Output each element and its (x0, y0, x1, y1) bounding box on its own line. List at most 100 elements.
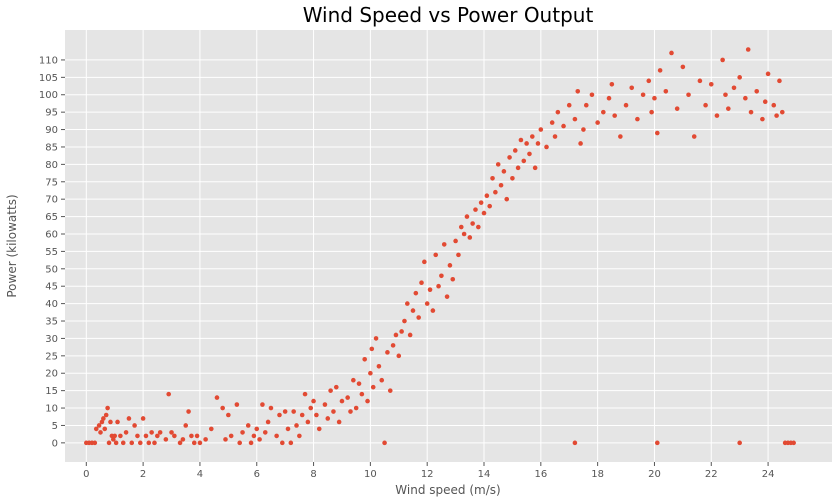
x-tick-label: 4 (197, 469, 203, 480)
point (228, 433, 234, 439)
point (657, 68, 663, 73)
point (555, 109, 561, 115)
y-tick-label: 15 (45, 386, 58, 397)
point (103, 412, 109, 418)
point (105, 405, 110, 411)
point (146, 440, 152, 446)
point (524, 141, 529, 146)
point (396, 353, 402, 359)
point (430, 308, 436, 313)
point (612, 113, 617, 118)
point (314, 412, 319, 418)
point (322, 402, 328, 407)
y-tick-label: 85 (45, 142, 58, 153)
point (779, 109, 785, 115)
point (618, 134, 623, 139)
point (737, 440, 742, 446)
point (365, 398, 370, 404)
point (504, 196, 510, 202)
point (370, 384, 376, 390)
point (629, 85, 635, 91)
point (297, 433, 302, 439)
point (441, 242, 447, 247)
point (390, 343, 396, 348)
point (362, 357, 367, 362)
x-tick-label: 0 (83, 469, 89, 480)
point (282, 409, 288, 414)
point (635, 116, 640, 122)
point (260, 402, 265, 407)
x-tick-label: 10 (364, 469, 377, 480)
point (552, 134, 558, 139)
point (106, 440, 112, 446)
point (120, 440, 126, 446)
point (101, 416, 106, 421)
point (382, 440, 387, 446)
point (481, 210, 487, 216)
point (723, 92, 728, 98)
point (791, 440, 796, 446)
point (407, 332, 413, 338)
y-tick-label: 5 (52, 421, 58, 432)
point (743, 95, 748, 101)
point (183, 423, 189, 428)
point (308, 405, 314, 411)
point (208, 426, 214, 432)
point (762, 99, 768, 105)
point (379, 377, 385, 383)
point (291, 409, 296, 414)
point (498, 182, 504, 188)
point (473, 207, 478, 212)
point (490, 175, 495, 181)
point (413, 290, 419, 296)
point (771, 102, 777, 108)
point (470, 221, 475, 226)
point (99, 419, 105, 425)
point (518, 137, 524, 143)
point (493, 189, 498, 195)
point (197, 440, 203, 446)
point (108, 419, 113, 425)
y-tick-label: 105 (39, 73, 58, 84)
y-tick-label: 20 (45, 369, 58, 380)
point (316, 426, 322, 432)
point (697, 78, 703, 84)
point (356, 381, 362, 386)
y-tick-label: 45 (45, 282, 58, 293)
chart-title: Wind Speed vs Power Output (303, 3, 594, 27)
point (186, 409, 191, 414)
point (581, 127, 586, 132)
point (726, 106, 731, 111)
point (294, 423, 299, 428)
point (254, 426, 260, 432)
point (416, 315, 421, 320)
point (129, 440, 135, 446)
point (433, 252, 439, 258)
point (583, 102, 589, 108)
point (115, 419, 120, 425)
point (419, 280, 424, 286)
point (102, 426, 108, 432)
point (774, 113, 779, 118)
point (663, 88, 669, 94)
point (444, 294, 450, 299)
point (708, 82, 714, 87)
y-tick-label: 65 (45, 212, 58, 223)
point (172, 433, 177, 439)
point (720, 57, 725, 63)
point (765, 71, 771, 77)
point (311, 398, 316, 404)
point (336, 419, 342, 425)
x-tick-label: 16 (534, 469, 547, 480)
y-tick-label: 35 (45, 317, 58, 328)
point (393, 332, 399, 338)
point (268, 405, 274, 411)
point (96, 423, 102, 428)
point (422, 259, 427, 265)
point (149, 430, 154, 435)
point (714, 113, 720, 118)
point (333, 384, 339, 390)
point (436, 283, 441, 289)
point (703, 102, 708, 108)
